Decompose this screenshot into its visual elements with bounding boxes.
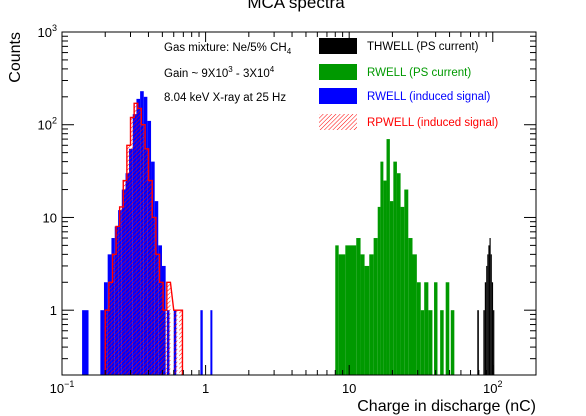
histogram-bin [126,145,131,375]
histogram-bin [108,282,113,375]
histogram-bin [119,206,124,375]
histogram-bin [364,265,370,375]
histogram-bin [145,148,149,375]
histogram-bin [163,310,167,375]
histogram-bin [477,310,479,375]
histogram-bin [483,310,485,375]
histogram-bin [404,189,409,375]
histogram-bin [360,254,365,375]
histogram-bin [450,310,455,375]
histogram-outline [104,102,184,375]
legend-swatch [319,38,357,54]
legend: THWELL (PS current) RWELL (PS current) RWE… [319,38,498,130]
histogram-bin [412,254,417,375]
histogram-bin [173,310,178,375]
histogram-bin [137,108,142,375]
legend-label: RWELL (PS current) [367,67,471,79]
histogram-bin [116,226,120,375]
histogram-bin [445,282,450,375]
histogram-bin [369,254,374,375]
annotation-gas-mixture: Gas mixture: Ne/5% CH4 [164,42,292,56]
histogram-bin [166,282,171,375]
histogram-bin [100,310,104,375]
histogram-bin [389,201,394,375]
y-axis: 1 10 102 103 [38,23,536,376]
x-tick-label: 10 [342,381,356,396]
legend-label: RWELL (induced signal) [367,91,491,103]
histogram-bin [345,245,357,375]
histogram-bin [179,310,183,375]
histogram-bin [373,238,378,375]
x-tick-label: 1 [202,381,209,396]
annotation-gain: Gain ~ 9X103 - 3X104 [164,65,275,80]
annotation-block: Gas mixture: Ne/5% CH4 Gain ~ 9X103 - 3X1… [164,42,292,104]
histogram-bin [484,282,487,375]
legend-swatch [319,88,357,104]
histogram-bin [112,254,117,375]
y-tick-label: 102 [38,116,57,133]
histogram-bin [134,103,138,375]
histogram-bin [105,310,109,375]
histogram-bin [396,173,401,375]
histogram-bin [489,238,491,375]
histogram-bin [82,310,89,375]
histogram-bin [487,254,489,375]
legend-swatch [319,64,357,80]
histogram-bars [82,91,495,375]
x-tick-label: 102 [483,379,502,396]
histogram-bin [420,310,425,375]
histogram-bin [130,117,135,375]
series-thwell-ps-current [477,238,495,375]
legend-label: RPWELL (induced signal) [367,117,498,129]
histogram-bin [428,310,433,375]
histogram-bin [488,245,490,375]
histogram-bin [152,217,156,375]
plot-frame [61,31,537,376]
histogram-bin [400,206,405,375]
histogram-bin [380,161,384,375]
histogram-bin [148,180,153,375]
y-tick-label: 10 [43,210,57,225]
histogram-bin [155,254,160,375]
annotation-xray: 8.04 keV X-ray at 25 Hz [164,92,286,104]
y-tick-label: 103 [38,23,57,40]
histogram-bin [377,206,381,375]
histogram-bin [338,254,346,375]
x-axis-label: Charge in discharge (nC) [357,398,536,415]
x-tick-label: 10−1 [50,379,75,396]
histogram-bin [416,282,421,375]
histogram-bin [141,124,146,375]
histogram-bin [393,161,397,375]
y-axis-label: Counts [7,32,24,83]
series-rwell-ps-current [335,139,455,375]
histogram-bin [159,282,164,375]
histogram-bin [434,282,438,375]
histogram-bin [123,180,127,375]
histogram-bin [491,282,494,375]
legend-swatch [319,114,357,130]
histogram-bin [440,310,444,375]
histogram-bin [486,265,488,375]
histogram-bin [210,310,213,375]
histogram-bin [200,310,203,375]
x-axis: 10−1 1 10 102 [50,32,537,396]
legend-label: THWELL (PS current) [367,41,479,53]
histogram-bin [493,310,495,375]
histogram-bin [383,180,387,375]
y-tick-label: 1 [50,303,57,318]
histogram-bin [490,254,492,375]
histogram-bin [424,282,429,375]
histogram-bin [386,139,390,375]
chart-title: MCA spectra [247,0,345,12]
histogram-bin [335,245,339,375]
histogram-bin [356,238,361,375]
histogram-bin [408,238,413,375]
series-rpwell-induced-signal [104,102,184,375]
